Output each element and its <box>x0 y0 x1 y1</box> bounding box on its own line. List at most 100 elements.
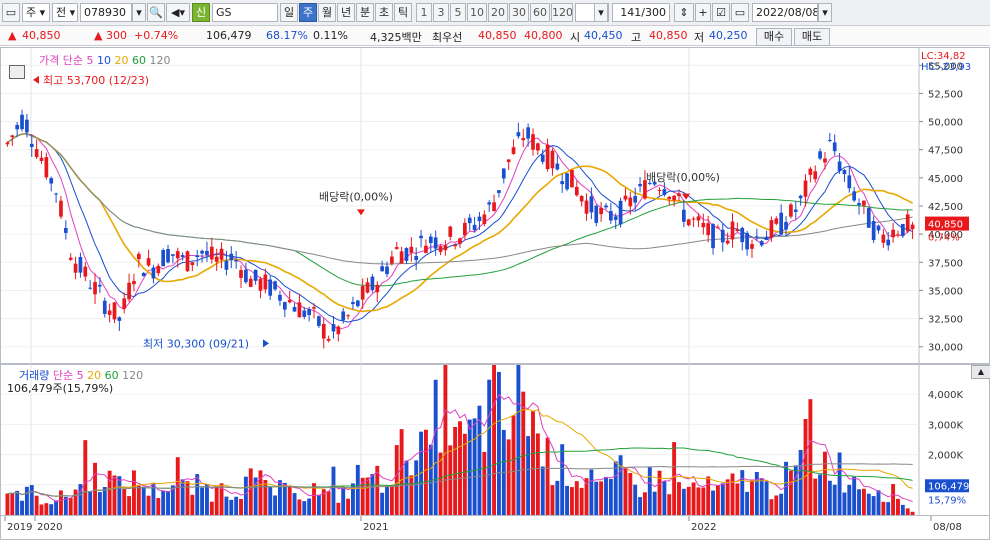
candle-body <box>463 222 467 236</box>
price-tick-label: 42,500 <box>928 202 963 213</box>
price-tick-label: 37,500 <box>928 258 963 269</box>
candle-body <box>745 232 749 250</box>
minus-icon[interactable]: ▭ <box>731 3 749 22</box>
volume-bar <box>579 487 584 515</box>
calendar-icon[interactable]: ▾ <box>818 3 832 22</box>
volume-bar <box>496 371 501 515</box>
volume-tick-label: 3,000K <box>928 420 964 431</box>
volume-current-label: 106,479주(15,79%) <box>7 382 114 395</box>
volume-bar <box>886 502 891 515</box>
search-icon[interactable]: 🔍 <box>147 3 165 22</box>
volume-bar <box>175 457 180 515</box>
code-dropdown-icon[interactable]: ▾ <box>132 3 146 22</box>
scale-icon[interactable]: ⇕ <box>674 3 694 22</box>
volume-bar <box>355 464 360 515</box>
volume-bar <box>278 480 282 515</box>
legend-ma5: 5 <box>86 54 94 67</box>
stock-name-field[interactable]: GS <box>212 3 278 22</box>
x-tick-label: 2021 <box>363 522 388 533</box>
candle-body <box>360 286 365 300</box>
candle-body <box>424 245 428 253</box>
candle-body <box>618 200 623 225</box>
price-panel[interactable]: 30,000 32,500 35,000 37,500 40,000 42,500 45,0… <box>0 47 990 365</box>
candle-body <box>667 196 672 200</box>
period-tick[interactable]: 틱 <box>394 3 412 22</box>
period-minute[interactable]: 분 <box>356 3 374 22</box>
interval-5[interactable]: 5 <box>450 3 466 22</box>
interval-30[interactable]: 30 <box>509 3 529 22</box>
dividend-arrow-1 <box>357 209 365 216</box>
interval-1[interactable]: 1 <box>416 3 432 22</box>
code-input[interactable]: 078930 <box>80 3 132 22</box>
market-type-select[interactable]: 전 ▾ <box>52 3 78 22</box>
candle-body <box>560 181 565 185</box>
volume-bar <box>681 488 686 515</box>
volume-bar <box>803 419 808 515</box>
candle-body <box>453 244 457 247</box>
candle-body <box>409 246 414 253</box>
sell-button[interactable]: 매도 <box>794 28 830 46</box>
volume-bar <box>467 419 472 515</box>
period-year[interactable]: 년 <box>337 3 355 22</box>
volume-bar <box>423 429 428 515</box>
menu-icon[interactable]: ▭ <box>2 3 20 22</box>
volume-tick-label: 2,000K <box>928 451 964 462</box>
period-week[interactable]: 주 <box>299 3 317 22</box>
volume-bar <box>394 445 399 515</box>
candle-body <box>326 338 331 341</box>
dividend-arrow-2 <box>682 193 690 200</box>
panel-expand-icon[interactable]: ▲ <box>971 365 990 379</box>
interval-10[interactable]: 10 <box>467 3 487 22</box>
volume-bar <box>112 475 117 515</box>
volume-bar <box>720 483 725 515</box>
volume-bar <box>5 493 10 515</box>
candle-body <box>891 229 895 238</box>
period-day[interactable]: 일 <box>280 3 298 22</box>
candle-body <box>818 151 822 159</box>
volume-bar <box>759 478 764 515</box>
period-second[interactable]: 초 <box>375 3 393 22</box>
date-field[interactable]: 2022/08/08 <box>752 3 818 22</box>
interval-120[interactable]: 120 <box>551 3 573 22</box>
candle-body <box>20 114 24 130</box>
volume-bar <box>730 473 735 515</box>
candle-body <box>127 282 131 300</box>
candle-body <box>458 238 462 244</box>
period-month[interactable]: 월 <box>318 3 336 22</box>
candle-body <box>842 169 847 175</box>
volume-bar <box>531 411 535 515</box>
volume-bar <box>205 484 209 515</box>
candle-body <box>501 168 506 179</box>
candle-body <box>68 257 73 260</box>
interval-dropdown-icon[interactable]: ▾ <box>594 3 608 22</box>
candle-body <box>190 262 195 266</box>
candle-body <box>730 221 735 240</box>
interval-60[interactable]: 60 <box>530 3 550 22</box>
volume-bar <box>409 475 414 515</box>
volume-legend-ma5: 5 <box>76 369 84 382</box>
candle-body <box>521 138 526 141</box>
volume-bar <box>404 460 409 515</box>
volume-bar <box>24 486 29 515</box>
candle-body <box>117 317 122 321</box>
market-select[interactable]: 주 ▾ <box>22 3 50 22</box>
interval-20[interactable]: 20 <box>488 3 508 22</box>
volume-bar <box>774 495 779 515</box>
volume-bar <box>141 486 146 515</box>
price-legend: 가격 단순 5 10 20 60 120 <box>39 52 171 68</box>
interval-3[interactable]: 3 <box>433 3 449 22</box>
volume-bar <box>234 496 239 515</box>
checkbox-icon[interactable]: ☑ <box>712 3 730 22</box>
table-icon[interactable] <box>9 65 25 79</box>
candle-body <box>253 269 258 281</box>
candle-body <box>88 287 93 289</box>
candle-body <box>808 168 813 175</box>
candle-body <box>151 267 156 279</box>
candle-body <box>764 236 769 241</box>
count-field[interactable]: 141/300 <box>612 3 670 22</box>
speaker-icon[interactable]: ◀▾ <box>166 3 190 22</box>
volume-bar <box>599 481 604 515</box>
buy-button[interactable]: 매수 <box>756 28 792 46</box>
crosshair-icon[interactable]: + <box>695 3 711 22</box>
